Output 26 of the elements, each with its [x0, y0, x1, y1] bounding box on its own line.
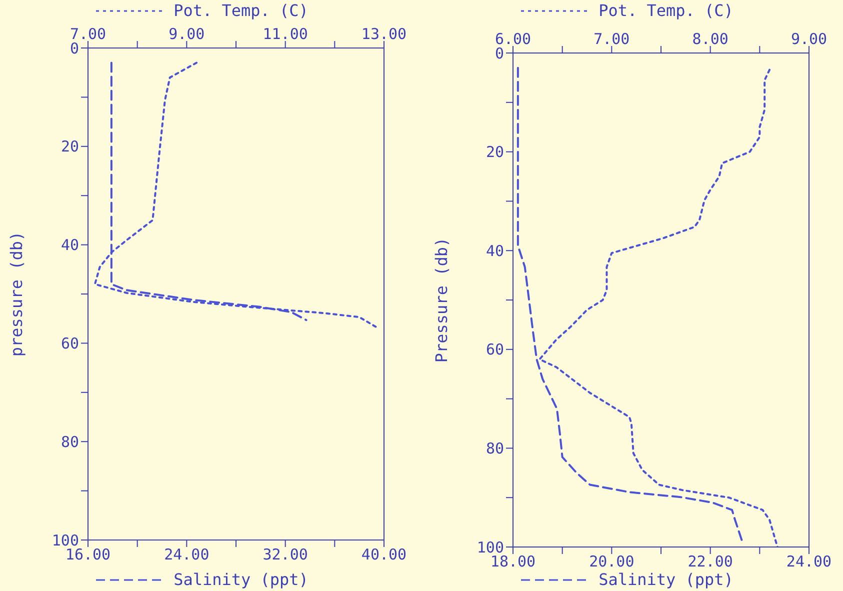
y-tick-label: 80	[486, 440, 504, 458]
y-tick-label: 60	[60, 334, 79, 353]
x-axis-title: Salinity (ppt)	[598, 570, 734, 589]
y-tick-label: 80	[60, 432, 79, 451]
y-tick-label: 20	[60, 138, 79, 156]
x2-axis-title: Pot. Temp. (C)	[598, 1, 734, 20]
y-axis-title: pressure (db)	[7, 231, 26, 357]
y-tick-label: 40	[60, 236, 79, 254]
y-tick-label: 60	[486, 340, 504, 359]
x2-tick-label: 11.00	[262, 25, 308, 43]
y-tick-label: 20	[486, 143, 504, 162]
y-axis-title: Pressure (db)	[432, 237, 451, 363]
y-tick-label: 40	[486, 242, 504, 260]
x-tick-label: 40.00	[361, 546, 407, 564]
x-tick-label: 22.00	[688, 552, 733, 571]
x2-tick-label: 13.00	[361, 25, 407, 43]
x2-tick-label: 8.00	[692, 30, 728, 48]
x-tick-label: 32.00	[262, 546, 308, 564]
x-axis-title: Salinity (ppt)	[174, 570, 308, 589]
x2-tick-label: 9.00	[790, 30, 828, 48]
x2-tick-label: 7.00	[594, 30, 630, 48]
x-tick-label: 20.00	[589, 552, 634, 571]
x2-tick-label: 9.00	[168, 25, 205, 43]
x-tick-label: 24.00	[786, 552, 832, 571]
x2-axis-title: Pot. Temp. (C)	[174, 1, 308, 20]
x-tick-label: 24.00	[164, 546, 210, 564]
